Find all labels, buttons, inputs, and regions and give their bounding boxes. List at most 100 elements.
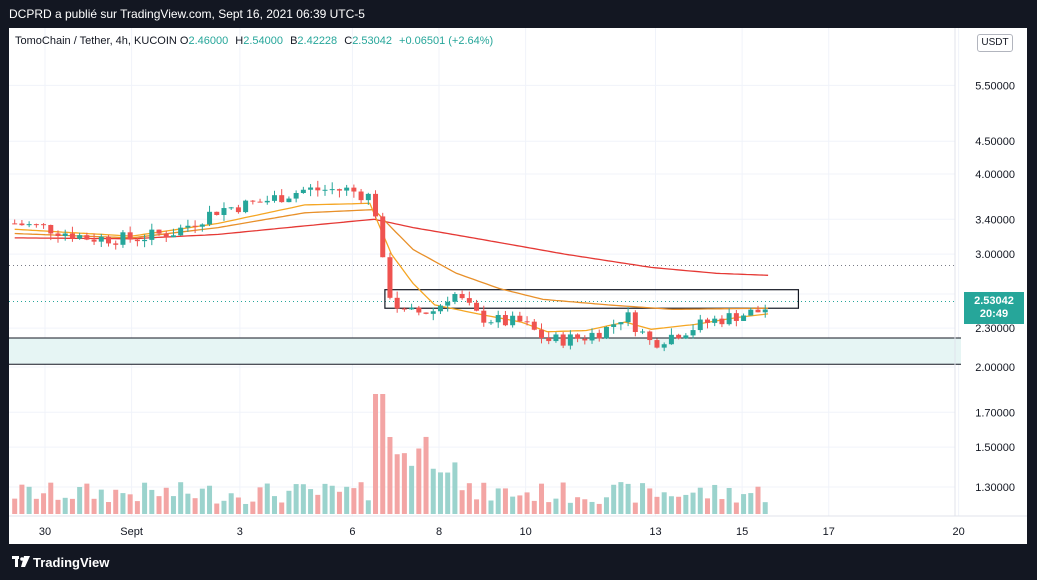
candle-body [748,309,754,316]
support-zone [9,337,961,365]
candle-body [257,201,263,203]
volume-bar [207,485,213,514]
time-tick-label: 20 [953,526,965,538]
candle-body [632,312,638,333]
candle-body [308,187,314,190]
candle-body [214,211,220,215]
candle-body [401,308,407,310]
volume-bar [741,494,747,514]
volume-bar [762,502,768,514]
candle-body [84,235,90,240]
candle-body [582,338,588,341]
candle-body [178,227,184,236]
volume-bar [228,493,234,514]
candle-body [654,340,660,348]
candle-body [12,223,18,225]
candle-body [762,309,768,313]
candle-body [524,321,530,323]
price-chart[interactable]: 1.30000 1.50000 1.70000 2.00000 2.30000 3.000… [9,28,1027,544]
candle-body [719,318,725,325]
candle-body [502,315,508,326]
candle-body [329,189,335,191]
volume-bar [185,493,191,514]
time-tick-label: 13 [649,526,661,538]
volume-bar [293,484,299,514]
volume-bar [704,498,710,514]
high-label: H [235,35,244,47]
volume-bar [41,493,47,514]
volume-bar [142,482,148,514]
volume-bar [733,502,739,514]
volume-bar [358,482,364,514]
candle-body [459,294,465,299]
last-price-value: 2.53042 [974,295,1014,307]
candle-body [286,198,292,203]
candle-body [207,211,213,225]
volume-bar [373,394,379,514]
candle-body [358,191,364,201]
volume-bar [430,468,436,514]
level-annotations [9,264,961,365]
volume-bar [344,486,350,514]
candle-body [185,225,191,228]
candle-body [69,233,75,239]
footer-brand[interactable]: TradingView [33,555,110,570]
volume-bar [553,498,559,514]
volume-bar [98,489,104,514]
volume-bar [517,495,523,514]
candle-body [77,235,83,239]
candle-body [55,233,61,236]
volume-bar [647,488,653,514]
candle-body [445,301,451,306]
candle-body [351,187,357,192]
volume-bar [55,499,61,514]
volume-bar [279,502,285,514]
volume-bar [271,496,277,514]
resistance-box [384,289,800,309]
candle-body [712,318,718,323]
price-tick-label: 1.30000 [975,482,1015,494]
candle-body [106,236,112,244]
price-tick-label: 3.40000 [975,214,1015,226]
candle-body [640,331,646,333]
candle-body [466,298,472,303]
candle-body [91,239,97,242]
currency-button[interactable]: USDT [977,34,1013,52]
volume-bar [567,502,573,514]
volume-bar [77,486,83,514]
time-axis[interactable]: 30 Sept 3 6 8 10 13 15 17 20 [9,515,1027,538]
volume-bar [726,487,732,514]
volume-bar [409,465,415,514]
candlesticks [12,180,768,352]
volume-bar [697,487,703,514]
time-tick-label: 10 [520,526,532,538]
volume-bar [243,503,249,514]
candle-body [120,232,126,245]
chart-panel[interactable]: 1.30000 1.50000 1.70000 2.00000 2.30000 3.000… [9,28,1027,544]
low-value: 2.42228 [297,35,338,47]
ema-fast-line [14,202,769,333]
price-tick-label: 3.00000 [975,249,1015,261]
volume-bar [214,503,220,514]
price-tick-label: 1.70000 [975,407,1015,419]
candle-body [647,331,653,341]
candle-body [430,311,436,314]
volume-bar [380,394,386,514]
volume-bar [539,483,545,514]
volume-bar [495,488,501,514]
volume-bar [69,498,75,514]
symbol-title: TomoChain / Tether, 4h, KUCOIN [15,35,177,47]
candle-body [553,334,559,342]
low-label: B [290,35,298,47]
volume-bar [286,490,292,514]
volume-bar [676,496,682,514]
volume-bar [12,498,18,514]
volume-bar [221,500,227,514]
candle-body [409,307,415,310]
volume-bar [445,472,451,514]
candle-body [704,319,710,323]
price-axis[interactable]: 1.30000 1.50000 1.70000 2.00000 2.30000 3.000… [954,28,1015,516]
volume-bar [719,499,725,514]
candle-body [293,193,299,199]
candle-body [163,233,169,238]
